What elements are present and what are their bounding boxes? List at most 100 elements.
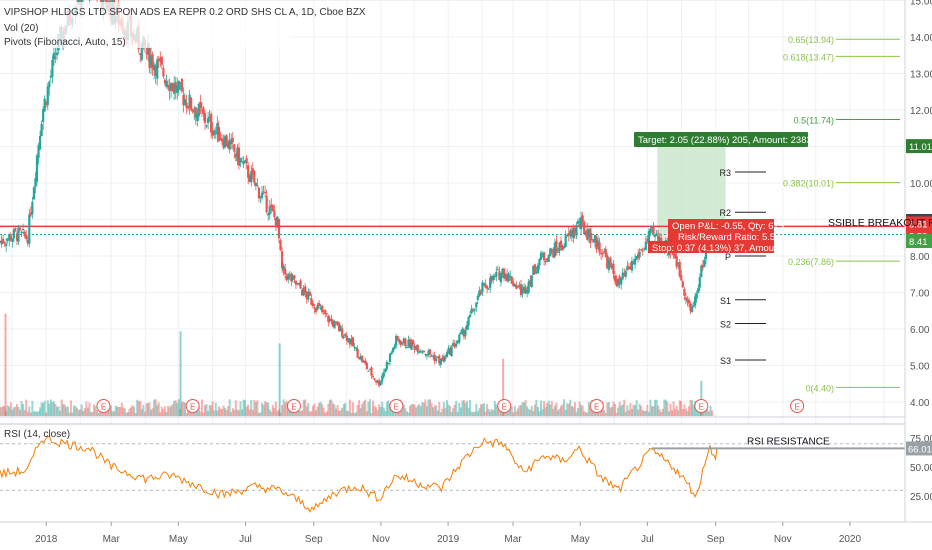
volume-bar bbox=[72, 405, 75, 416]
earnings-circle bbox=[96, 399, 111, 413]
candle-body bbox=[237, 147, 241, 166]
candle-body bbox=[322, 310, 325, 312]
price-tag-value: 11.01 bbox=[909, 142, 932, 153]
volume-bar bbox=[227, 406, 230, 416]
earnings-marker[interactable]: E bbox=[96, 399, 111, 413]
earnings-marker[interactable]: E bbox=[286, 399, 301, 413]
price-axis-tag: 11.01 bbox=[906, 139, 932, 154]
candle-body bbox=[274, 217, 278, 228]
volume-bar bbox=[344, 402, 347, 416]
candle-body bbox=[242, 161, 245, 165]
candle-body bbox=[428, 349, 432, 355]
volume-bar bbox=[137, 401, 140, 416]
earnings-letter: E bbox=[190, 403, 195, 412]
candle-body bbox=[529, 280, 532, 285]
candle-body bbox=[25, 234, 28, 239]
pivot-label: P bbox=[725, 252, 731, 262]
volume-bar bbox=[285, 400, 288, 416]
volume-bar bbox=[433, 405, 436, 416]
volume-bar bbox=[421, 401, 424, 416]
volume-bar bbox=[328, 400, 331, 416]
price-tick-label: 14.00 bbox=[910, 33, 932, 44]
volume-bar bbox=[230, 412, 233, 416]
volume-bar bbox=[575, 411, 578, 416]
candle-body bbox=[321, 305, 324, 313]
volume-bar bbox=[336, 404, 339, 416]
earnings-marker[interactable]: E bbox=[790, 399, 805, 413]
earnings-marker[interactable]: E bbox=[589, 399, 604, 413]
candle-body bbox=[526, 290, 529, 294]
candle-body bbox=[384, 368, 387, 372]
target-label[interactable]: Target: 2.05 (22.88%) 205, Amount: 2383.… bbox=[634, 132, 825, 147]
volume-bar bbox=[43, 400, 46, 416]
candle-body bbox=[268, 206, 271, 215]
volume-bar bbox=[71, 412, 74, 416]
candle-body bbox=[231, 137, 234, 143]
volume-bar bbox=[610, 406, 613, 416]
candle-body bbox=[469, 314, 472, 318]
time-tick-label: Sep bbox=[305, 534, 323, 545]
volume-bar bbox=[711, 410, 714, 416]
candle-body bbox=[149, 56, 153, 66]
volume-bar bbox=[604, 412, 607, 416]
earnings-marker[interactable]: E bbox=[389, 399, 404, 413]
candle-body bbox=[233, 144, 236, 152]
volume-bar bbox=[577, 408, 580, 416]
candle-body bbox=[183, 99, 187, 105]
volume-bar bbox=[113, 411, 116, 416]
candle-body bbox=[485, 286, 489, 289]
volume-bar bbox=[32, 411, 35, 416]
volume-bar bbox=[684, 408, 687, 416]
earnings-marker[interactable]: E bbox=[694, 399, 709, 413]
price-tag-bg bbox=[906, 216, 932, 231]
volume-bar bbox=[413, 404, 416, 416]
volume-bar bbox=[392, 409, 395, 416]
target-label-text: Target: 2.05 (22.88%) 205, Amount: 2383.… bbox=[638, 135, 825, 146]
volume-bar bbox=[632, 404, 635, 416]
volume-bar bbox=[683, 404, 686, 416]
candle-body bbox=[387, 363, 390, 365]
candle-body bbox=[524, 287, 527, 294]
volume-bar bbox=[353, 412, 356, 416]
volume-bar bbox=[37, 411, 40, 416]
candle-body bbox=[342, 336, 345, 339]
candle-body bbox=[564, 235, 567, 248]
volume-bar bbox=[453, 404, 456, 416]
candle-body bbox=[541, 255, 544, 257]
volume-bar bbox=[706, 409, 709, 416]
candle-body bbox=[398, 339, 401, 343]
volume-bar bbox=[86, 407, 89, 416]
earnings-marker[interactable]: E bbox=[185, 399, 200, 413]
candle-body bbox=[630, 261, 634, 271]
volume-bar bbox=[444, 408, 447, 416]
volume-bar bbox=[470, 411, 473, 416]
candle-body bbox=[690, 306, 694, 313]
candle-body bbox=[390, 352, 393, 355]
candle-body bbox=[635, 256, 638, 260]
candle-body bbox=[11, 238, 14, 242]
volume-bar bbox=[649, 399, 652, 416]
candle-body bbox=[618, 276, 621, 284]
volume-bar bbox=[210, 405, 213, 416]
time-tick-label: Jul bbox=[239, 534, 252, 545]
candle-body bbox=[176, 85, 179, 94]
volume-bar bbox=[146, 403, 149, 416]
volume-bar bbox=[654, 399, 657, 416]
volume-bar bbox=[449, 406, 452, 416]
candle-body bbox=[410, 341, 413, 350]
volume-bar bbox=[675, 405, 678, 416]
price-tick-label: 12.00 bbox=[910, 106, 932, 117]
volume-bar bbox=[686, 410, 689, 416]
volume-bar bbox=[163, 406, 166, 416]
volume-bar bbox=[322, 408, 325, 416]
volume-bar bbox=[445, 400, 448, 416]
volume-bar bbox=[641, 410, 644, 416]
candle-body bbox=[293, 275, 296, 279]
volume-bar bbox=[214, 402, 217, 416]
candle-body bbox=[515, 285, 518, 289]
earnings-marker[interactable]: E bbox=[497, 399, 512, 413]
volume-bar bbox=[432, 407, 435, 416]
volume-bar bbox=[239, 401, 242, 416]
